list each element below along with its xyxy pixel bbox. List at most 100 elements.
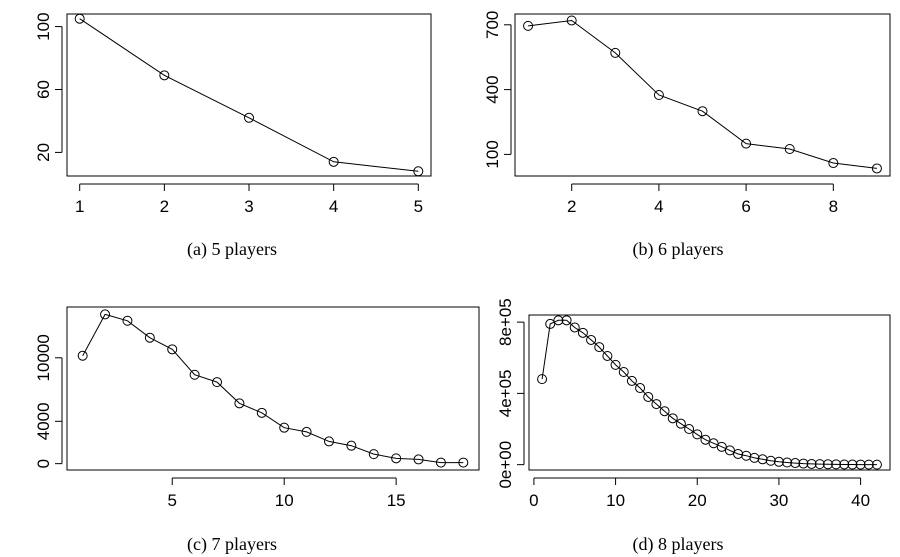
data-point	[839, 459, 850, 470]
x-tick-label: 10	[275, 491, 294, 510]
series-line	[79, 18, 419, 172]
panel-caption: (b) 6 players	[633, 239, 724, 260]
x-tick-label: 3	[244, 197, 253, 216]
x-tick-label: 2	[567, 197, 576, 216]
data-point	[847, 459, 858, 470]
y-tick-label: 0	[34, 459, 53, 468]
plot-frame	[66, 306, 480, 471]
data-point	[643, 391, 654, 402]
x-tick-label: 6	[741, 197, 750, 216]
data-point	[159, 70, 170, 81]
panel-b: 2 4 6 8 100 400 700 (b) 6 players	[483, 11, 891, 260]
data-point	[651, 399, 662, 410]
x-tick-label: 30	[769, 491, 788, 510]
series-line	[528, 19, 877, 169]
data-point	[798, 458, 809, 469]
data-point	[167, 344, 178, 355]
data-point	[749, 452, 760, 463]
data-point	[610, 47, 621, 58]
data-point	[74, 13, 85, 24]
data-point	[100, 309, 111, 320]
x-tick-label: 1	[75, 197, 84, 216]
y-tick-label: 4e+05	[496, 370, 515, 418]
panel-d: 0 10 20 30 40 0e+00 4e+05 8e+05 (d) 8 players	[496, 298, 891, 555]
data-point	[741, 138, 752, 149]
x-tick-label: 4	[654, 197, 663, 216]
y-tick-label: 400	[483, 75, 502, 103]
data-point	[569, 322, 580, 333]
data-point	[234, 398, 245, 409]
data-point	[757, 454, 768, 465]
data-point	[144, 332, 155, 343]
data-point	[814, 459, 825, 470]
plot-frame	[66, 13, 432, 177]
data-point	[577, 327, 588, 338]
data-point	[523, 20, 534, 31]
data-point	[733, 448, 744, 459]
plot-frame	[528, 314, 891, 471]
x-tick-label: 20	[688, 491, 707, 510]
data-point	[855, 459, 866, 470]
data-point	[692, 429, 703, 440]
data-point	[675, 418, 686, 429]
series-line	[82, 313, 464, 464]
x-tick-label: 4	[329, 197, 338, 216]
data-point	[561, 315, 572, 326]
data-point	[716, 441, 727, 452]
x-tick-label: 15	[387, 491, 406, 510]
data-point	[413, 166, 424, 177]
data-point	[697, 106, 708, 117]
panel-caption: (d) 8 players	[633, 534, 724, 555]
data-point	[189, 369, 200, 380]
data-point	[256, 407, 267, 418]
data-point	[545, 318, 556, 329]
data-point	[765, 455, 776, 466]
data-point	[391, 453, 402, 464]
data-point	[635, 383, 646, 394]
y-tick-label: 0e+00	[496, 441, 515, 489]
data-point	[871, 459, 882, 470]
x-tick-label: 5	[414, 197, 423, 216]
data-point	[537, 374, 548, 385]
data-point	[773, 456, 784, 467]
y-tick-label: 100	[483, 140, 502, 168]
data-point	[708, 438, 719, 449]
plot-frame	[514, 13, 891, 177]
panel-caption: (a) 5 players	[187, 239, 277, 260]
data-point	[618, 367, 629, 378]
data-point	[790, 458, 801, 469]
data-point	[328, 156, 339, 167]
data-point	[659, 406, 670, 417]
data-point	[822, 459, 833, 470]
y-tick-label: 4000	[34, 402, 53, 440]
data-point	[122, 315, 133, 326]
panel-caption: (c) 7 players	[187, 534, 277, 555]
data-point	[212, 377, 223, 388]
data-point	[594, 342, 605, 353]
data-point	[279, 422, 290, 433]
data-point	[684, 424, 695, 435]
panel-a: 1 2 3 4 5 20 60 100 (a) 5 players	[34, 12, 432, 260]
y-tick-label: 60	[34, 80, 53, 99]
y-tick-label: 700	[483, 11, 502, 39]
data-point	[828, 158, 839, 169]
data-point	[667, 413, 678, 424]
panel-c: 5 10 15 0 4000 10000 (c) 7 players	[34, 306, 480, 555]
data-point	[553, 315, 564, 326]
data-point	[435, 457, 446, 468]
data-point	[784, 144, 795, 154]
data-point	[700, 434, 711, 445]
x-tick-label: 0	[529, 491, 538, 510]
y-tick-label: 8e+05	[496, 298, 515, 346]
data-point	[301, 426, 312, 437]
data-point	[602, 350, 613, 361]
data-point	[244, 112, 254, 123]
data-point	[458, 457, 469, 468]
y-tick-label: 10000	[34, 334, 53, 381]
data-point	[806, 458, 817, 469]
data-point	[346, 440, 357, 451]
data-point	[413, 454, 424, 465]
data-point	[782, 457, 793, 468]
x-tick-label: 10	[606, 491, 625, 510]
data-point	[831, 459, 842, 470]
